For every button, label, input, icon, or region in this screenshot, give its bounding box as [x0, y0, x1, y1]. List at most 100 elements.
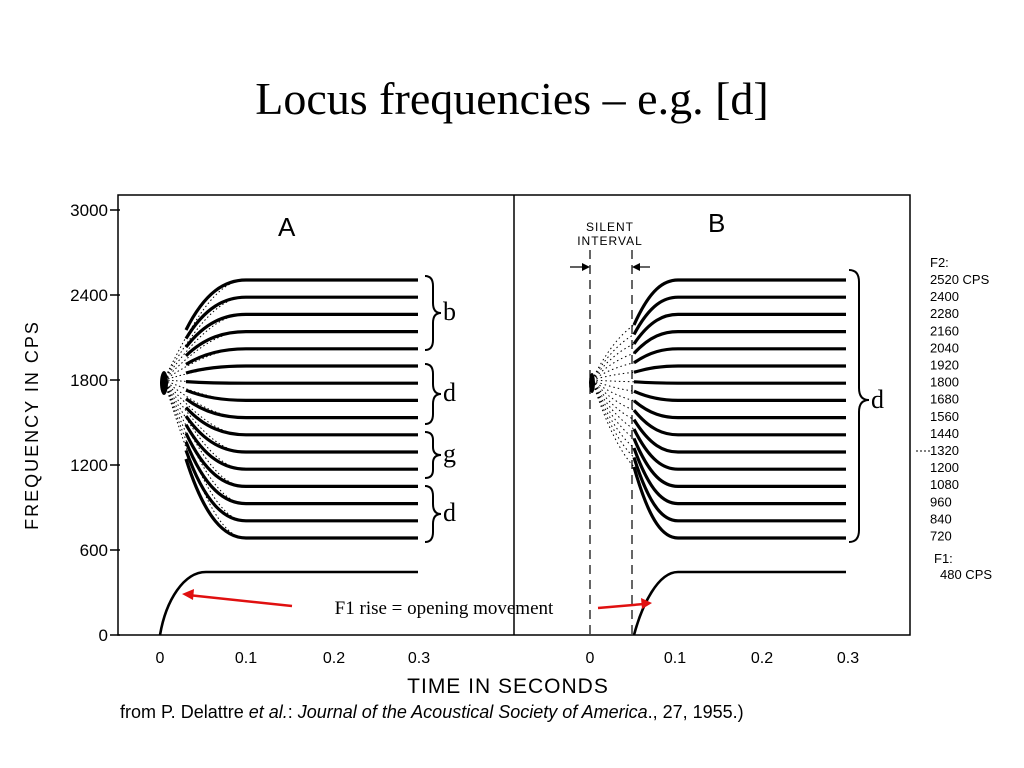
formant-curves-b	[591, 278, 846, 636]
f2-value-list: 2520 CPS 2400 2280 2160 2040 1920 1800 1680 1560…	[930, 272, 990, 544]
f2-header: F2:	[930, 255, 949, 270]
f2-formant-a	[185, 347, 418, 366]
y-ticks: 3000 2400 1800 1200 600 0	[70, 201, 120, 645]
f2-value: 2280	[930, 306, 959, 321]
f2-value: 2160	[930, 323, 959, 338]
f2-formant-a	[184, 441, 418, 506]
f2-formant-b	[632, 399, 846, 420]
y-tick-label: 3000	[70, 201, 108, 220]
annotation-text: F1 rise = opening movement	[335, 598, 554, 619]
source-caption: from P. Delattre et al.: Journal of the …	[120, 702, 1000, 723]
f1-value: 480 CPS	[940, 567, 992, 582]
formant-curves-a	[158, 278, 418, 636]
f2-transition-faint-b	[591, 352, 635, 381]
f1-formant-a	[158, 570, 418, 636]
f2-value: 720	[930, 529, 952, 544]
f2-formant-b	[632, 456, 846, 523]
f2-formant-b	[632, 278, 846, 326]
y-tick-label: 1800	[70, 371, 108, 390]
x-tick-label-b: 0.3	[837, 650, 859, 667]
f2-transition-faint-b	[591, 379, 635, 468]
y-axis-label: FREQUENCY IN CPS	[22, 320, 42, 530]
f2-transition-faint-b	[591, 379, 635, 439]
brace-label-b-d: d	[871, 385, 884, 414]
f1-formant-b	[632, 570, 846, 636]
f2-value: 1800	[930, 375, 959, 390]
panel-b-label: B	[708, 208, 725, 238]
f2-formant-b	[633, 364, 846, 374]
f2-formant-b	[633, 347, 846, 365]
annotation-arrow-right	[597, 602, 645, 610]
f2-value: 1320	[930, 443, 959, 458]
caption-suffix: ., 27, 1955.)	[647, 702, 744, 722]
f2-formant-b	[633, 380, 846, 385]
caption-journal: Journal of the Acoustical Society of Ame…	[297, 702, 648, 722]
f2-transition-faint-b	[591, 379, 635, 458]
y-tick-label: 2400	[70, 286, 108, 305]
f2-value: 2040	[930, 340, 959, 355]
brace-label-d1: d	[443, 378, 456, 407]
f2-transition-faint-b	[591, 379, 635, 430]
x-tick-label-a: 0	[156, 650, 165, 667]
f2-formant-b	[632, 428, 846, 471]
f2-value: 1920	[930, 358, 959, 373]
f2-value: 1200	[930, 460, 959, 475]
brace-b	[848, 269, 870, 543]
f2-value: 2520 CPS	[930, 272, 990, 287]
f2-formant-a	[184, 449, 418, 523]
f2-formant-b	[632, 330, 846, 355]
f2-formant-b	[633, 389, 846, 402]
f2-formant-a	[185, 397, 418, 420]
f2-formant-a	[184, 312, 418, 349]
silent-interval-label-line2: INTERVAL	[577, 234, 643, 248]
f2-formant-a	[185, 380, 418, 385]
f2-value: 1440	[930, 426, 959, 441]
f2-transition-faint-b	[591, 362, 635, 381]
x-tick-label-b: 0	[586, 650, 595, 667]
f2-transition-faint-b	[591, 343, 635, 381]
y-tick-label: 600	[80, 541, 108, 560]
x-tick-label-b: 0.1	[664, 650, 686, 667]
f2-formant-a	[184, 406, 418, 437]
f2-transition-faint-b	[591, 379, 635, 383]
brace-label-b: b	[443, 297, 456, 326]
f2-formant-b	[632, 466, 846, 540]
f2-transition-faint-a	[163, 379, 247, 453]
f2-transition-faint-a	[163, 348, 247, 381]
f2-value: 1560	[930, 409, 959, 424]
f2-transition-faint-a	[163, 379, 247, 539]
f2-formant-a	[184, 415, 418, 454]
f2-formant-a	[184, 432, 418, 488]
caption-prefix: from P. Delattre	[120, 702, 249, 722]
f2-formant-b	[632, 437, 846, 488]
caption-colon: :	[287, 702, 298, 722]
y-tick-label: 1200	[70, 456, 108, 475]
f2-value: 840	[930, 511, 952, 526]
f2-value: 1080	[930, 477, 959, 492]
f2-value: 1680	[930, 392, 959, 407]
f2-transition-faint-b	[591, 379, 635, 392]
annotation-arrow-left	[187, 593, 293, 608]
silent-interval-label-line1: SILENT	[586, 220, 634, 234]
f2-value: 960	[930, 494, 952, 509]
locus-point-a	[160, 371, 168, 395]
x-tick-label-a: 0.2	[323, 650, 345, 667]
f2-formant-b	[632, 295, 846, 336]
x-tick-label-b: 0.2	[751, 650, 773, 667]
brace-a-labels: b d g d	[443, 297, 456, 527]
brace-label-d2: d	[443, 498, 456, 527]
f2-formant-b	[632, 312, 846, 345]
f2-formant-a	[184, 458, 418, 540]
annotation-f1-rise: F1 rise = opening movement	[182, 589, 652, 619]
f2-transition-faint-b	[591, 379, 635, 421]
f2-formant-a	[184, 423, 418, 471]
f2-formant-b	[632, 418, 846, 454]
f2-formant-b	[632, 447, 846, 506]
f2-value: 2400	[930, 289, 959, 304]
y-tick-label: 0	[99, 626, 108, 645]
f1-header: F1:	[934, 551, 953, 566]
f2-formant-b	[632, 409, 846, 437]
x-ticks: 0 0.1 0.2 0.3 0 0.1 0.2 0.3	[156, 650, 860, 667]
f2-transition-faint-a	[163, 379, 247, 436]
